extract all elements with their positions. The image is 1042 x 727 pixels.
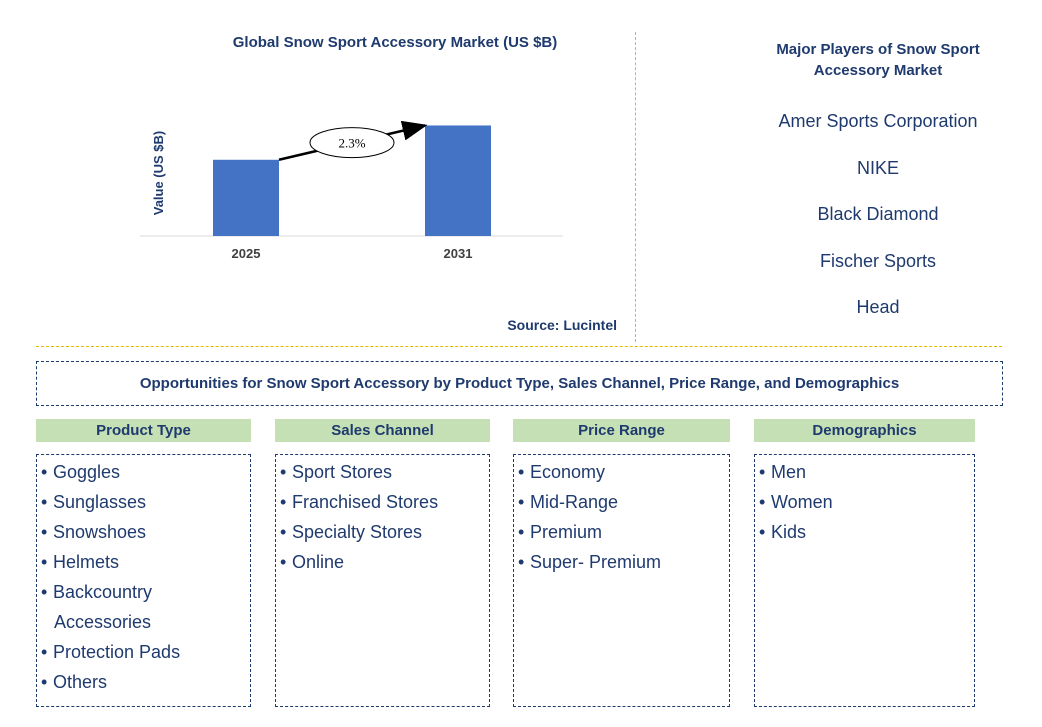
list-item: Specialty Stores xyxy=(280,517,489,547)
chart-title: Global Snow Sport Accessory Market (US $… xyxy=(232,34,558,51)
players-list: Amer Sports Corporation NIKE Black Diamo… xyxy=(748,108,1008,341)
list-item: Snowshoes xyxy=(41,517,250,547)
cagr-label: 2.3% xyxy=(338,136,365,151)
column-header-demographics: Demographics xyxy=(754,419,975,442)
x-tick-label: 2031 xyxy=(444,246,473,261)
list-item: Mid-Range xyxy=(518,487,729,517)
list-item: Others xyxy=(41,667,250,697)
bar-2025 xyxy=(213,159,279,236)
list-item: Backcountry Accessories xyxy=(41,577,191,637)
horizontal-divider xyxy=(36,346,1002,347)
column-header-price-range: Price Range xyxy=(513,419,730,442)
list-item: Kids xyxy=(759,517,974,547)
column-header-sales-channel: Sales Channel xyxy=(275,419,490,442)
sales-channel-box: Sport Stores Franchised Stores Specialty… xyxy=(275,454,490,707)
x-tick-label: 2025 xyxy=(232,246,261,261)
player-item: Head xyxy=(856,297,900,317)
list-item: Men xyxy=(759,457,974,487)
list-item: Premium xyxy=(518,517,729,547)
player-item: NIKE xyxy=(856,157,899,178)
list-item: Helmets xyxy=(41,547,250,577)
column-header-product-type: Product Type xyxy=(36,419,251,442)
price-range-box: Economy Mid-Range Premium Super- Premium xyxy=(513,454,730,707)
list-item: Goggles xyxy=(41,457,250,487)
chart-source: Source: Lucintel xyxy=(507,317,617,333)
opportunities-title: Opportunities for Snow Sport Accessory b… xyxy=(36,361,1003,406)
player-item: Fischer Sports xyxy=(819,250,937,271)
y-axis-label: Value (US $B) xyxy=(151,131,166,216)
product-type-box: Goggles Sunglasses Snowshoes Helmets Bac… xyxy=(36,454,251,707)
demographics-box: Men Women Kids xyxy=(754,454,975,707)
player-item: Black Diamond xyxy=(817,204,939,224)
bar-2031 xyxy=(425,125,491,236)
list-item: Protection Pads xyxy=(41,637,250,667)
players-title: Major Players of Snow Sport Accessory Ma… xyxy=(776,41,980,79)
list-item: Women xyxy=(759,487,974,517)
bar-chart: Value (US $B) 2025 2031 2.3% xyxy=(140,120,563,261)
list-item: Online xyxy=(280,547,489,577)
list-item: Sport Stores xyxy=(280,457,489,487)
list-item: Franchised Stores xyxy=(280,487,489,517)
list-item: Super- Premium xyxy=(518,547,729,577)
vertical-divider xyxy=(635,32,636,342)
player-item: Amer Sports Corporation xyxy=(778,111,978,131)
list-item: Economy xyxy=(518,457,729,487)
cagr-bubble xyxy=(309,127,395,159)
list-item: Sunglasses xyxy=(41,487,250,517)
